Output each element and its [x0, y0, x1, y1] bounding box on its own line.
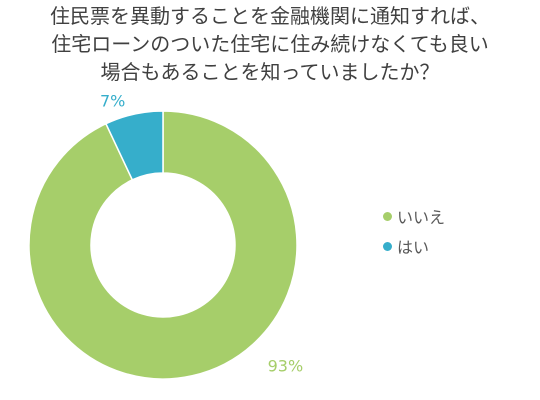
- donut-slice-yes: [104, 110, 164, 181]
- legend-marker-yes: [383, 241, 392, 251]
- legend-marker-no: [383, 211, 392, 221]
- chart-title-line-1: 住民票を異動することを金融機関に通知すれば、: [50, 4, 490, 28]
- data-label-no: 93%: [268, 356, 304, 375]
- chart-title-line-2: 住宅ローンのついた住宅に住み続けなくても良い: [51, 32, 489, 56]
- chart-title: 住民票を異動することを金融機関に通知すれば、 住宅ローンのついた住宅に住み続けな…: [0, 2, 540, 86]
- legend-label-yes: はい: [397, 238, 430, 257]
- legend-item-yes: はい: [383, 233, 445, 259]
- chart-title-line-3: 場合もあることを知っていましたか？: [100, 60, 440, 84]
- legend-label-no: いいえ: [397, 208, 446, 227]
- legend-item-no: いいえ: [383, 203, 445, 229]
- legend: いいえ はい: [383, 203, 445, 263]
- donut-slice-no: [28, 110, 298, 380]
- data-label-yes: 7%: [100, 91, 125, 110]
